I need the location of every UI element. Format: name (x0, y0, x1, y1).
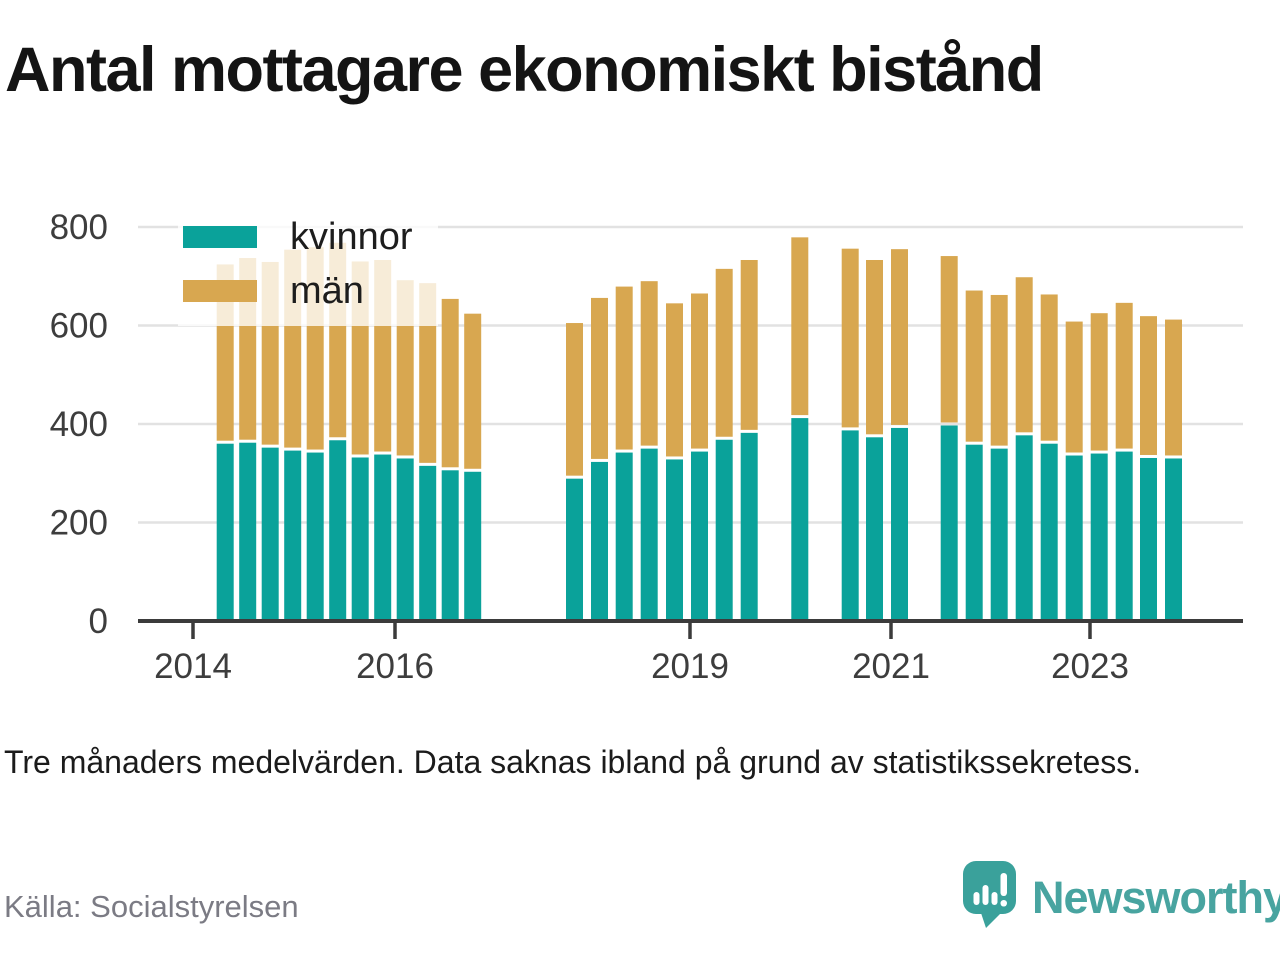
x-tick-label-2019: 2019 (651, 647, 729, 686)
bar-kvinnor-2016-Q4 (441, 470, 459, 621)
bar-kvinnor-2018-Q4 (666, 459, 683, 621)
bar-kvinnor-2015-Q2 (306, 452, 324, 621)
bar-man-2022-Q3 (1040, 294, 1058, 441)
y-tick-label-0: 0 (89, 602, 108, 641)
bar-man-2022-Q2 (1015, 277, 1033, 433)
bar-man-2016-Q4 (441, 298, 459, 468)
bar-man-2019-Q3 (740, 259, 758, 430)
x-tick-label-2023: 2023 (1051, 647, 1129, 686)
bar-kvinnor-2023-Q3 (1140, 457, 1157, 621)
bar-man-2019-Q1 (691, 293, 708, 449)
bar-kvinnor-2014-Q2 (216, 443, 234, 621)
bar-kvinnor-2016-Q1 (374, 454, 392, 621)
bar-kvinnor-2015-Q3 (329, 440, 347, 621)
bar-man-2022-Q4 (1065, 321, 1083, 453)
bar-kvinnor-2021-Q3 (940, 425, 958, 621)
bar-kvinnor-2015-Q1 (284, 450, 302, 621)
bar-kvinnor-2017-Q4 (566, 478, 583, 621)
legend: kvinnor män (178, 202, 438, 326)
bar-man-2022-Q1 (990, 294, 1008, 446)
bar-man-2021-Q3 (940, 256, 958, 423)
bar-man-2021-Q1 (891, 249, 908, 425)
bar-man-2017-Q1 (464, 313, 482, 469)
bar-kvinnor-2022-Q1 (990, 448, 1008, 621)
bar-kvinnor-2022-Q4 (1065, 455, 1083, 621)
bar-kvinnor-2015-Q4 (351, 457, 369, 621)
bar-man-2023-Q2 (1115, 302, 1133, 449)
x-tick-label-2021: 2021 (852, 647, 930, 686)
bar-kvinnor-2021-Q1 (891, 427, 908, 621)
bar-kvinnor-2019-Q2 (715, 439, 733, 621)
bar-kvinnor-2022-Q3 (1040, 443, 1058, 621)
legend-label-man: män (290, 270, 364, 312)
newsworthy-wordmark: Newsworthy (1032, 872, 1280, 923)
bar-kvinnor-2019-Q1 (691, 451, 708, 621)
bar-kvinnor-2016-Q2 (396, 458, 414, 621)
bar-man-2018-Q3 (640, 281, 658, 446)
bar-kvinnor-2020-Q1 (791, 418, 809, 621)
bar-man-2023-Q4 (1165, 319, 1182, 456)
bar-man-2020-Q3 (841, 248, 859, 428)
chart-plot-area: 0 200 400 600 800 2014 2016 2019 2021 2023 (50, 208, 1243, 686)
y-tick-label-800: 800 (50, 208, 108, 247)
bar-kvinnor-2020-Q4 (866, 437, 883, 621)
bar-kvinnor-2018-Q2 (615, 452, 633, 621)
bar-kvinnor-2018-Q1 (591, 461, 608, 621)
footnote: Tre månaders medelvärden. Data saknas ib… (4, 744, 1142, 780)
bar-kvinnor-2016-Q3 (419, 465, 437, 621)
x-tick-label-2014: 2014 (154, 647, 232, 686)
legend-label-kvinnor: kvinnor (290, 216, 413, 258)
chart-title: Antal mottagare ekonomiskt bistånd (5, 35, 1044, 105)
bar-man-2023-Q1 (1090, 313, 1108, 451)
bar-man-2018-Q1 (591, 297, 608, 459)
y-tick-label-600: 600 (50, 307, 108, 346)
kvinnor-swatch (183, 226, 257, 248)
bar-kvinnor-2019-Q3 (740, 432, 758, 621)
bar-kvinnor-2018-Q3 (640, 448, 658, 621)
source-attribution: Källa: Socialstyrelsen (4, 889, 299, 924)
bar-man-2016-Q3 (419, 283, 437, 463)
bar-kvinnor-2020-Q3 (841, 430, 859, 621)
legend-item-man: män (178, 270, 438, 312)
x-tick-label-2016: 2016 (356, 647, 434, 686)
bar-kvinnor-2023-Q1 (1090, 453, 1108, 621)
y-tick-label-400: 400 (50, 405, 108, 444)
newsworthy-logo-icon (963, 861, 1016, 928)
bar-kvinnor-2021-Q4 (965, 444, 983, 621)
bar-man-2018-Q2 (615, 286, 633, 450)
bar-kvinnor-2017-Q1 (464, 471, 482, 621)
bar-man-2020-Q4 (866, 259, 883, 435)
man-swatch (183, 280, 257, 302)
bar-man-2023-Q3 (1140, 316, 1157, 455)
bar-kvinnor-2023-Q4 (1165, 458, 1182, 621)
bar-man-2020-Q1 (791, 237, 809, 416)
bar-kvinnor-2014-Q3 (239, 442, 257, 621)
bar-man-2021-Q4 (965, 290, 983, 442)
legend-item-kvinnor: kvinnor (178, 216, 438, 258)
bar-kvinnor-2023-Q2 (1115, 451, 1133, 621)
newsworthy-logo: Newsworthy (960, 858, 1280, 930)
bar-man-2018-Q4 (666, 303, 683, 457)
bar-kvinnor-2022-Q2 (1015, 435, 1033, 621)
bar-man-2019-Q2 (715, 268, 733, 437)
bar-man-2017-Q4 (566, 323, 583, 476)
bar-kvinnor-2014-Q4 (261, 447, 279, 621)
y-tick-label-200: 200 (50, 504, 108, 543)
